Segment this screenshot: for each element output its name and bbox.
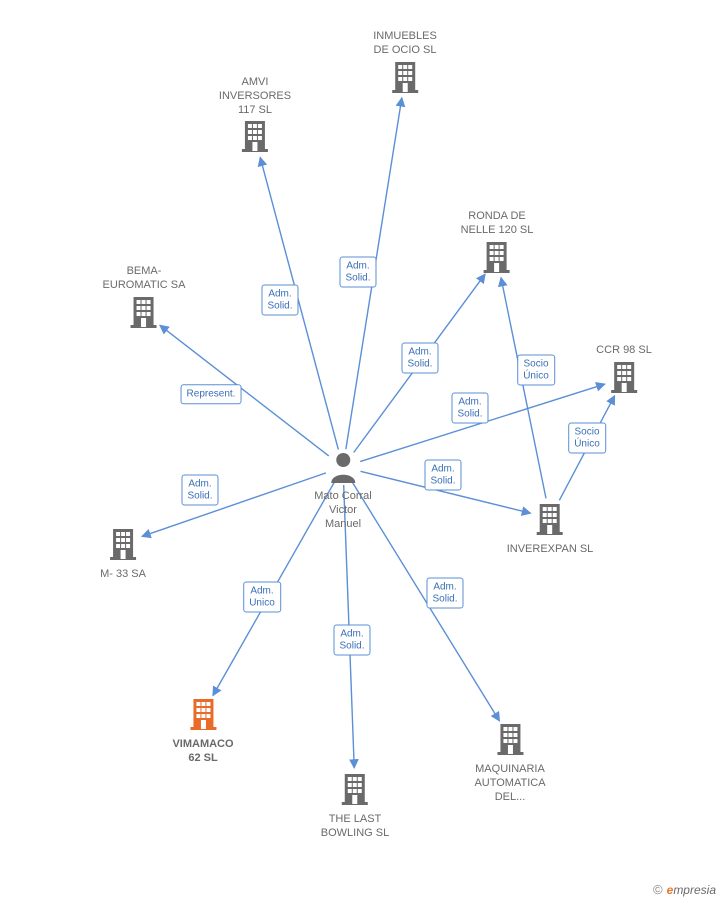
building-icon (105, 525, 141, 561)
node-label: M- 33 SA (100, 568, 146, 582)
edge-label: Adm.Solid. (181, 475, 218, 506)
building-icon (606, 358, 642, 394)
company-node: AMVIINVERSORES117 SL (219, 74, 291, 158)
edge-label: Represent. (181, 384, 242, 404)
node-label: VIMAMACO62 SL (172, 738, 233, 766)
company-node: CCR 98 SL (596, 342, 652, 399)
footer-watermark: © empresia (653, 882, 716, 897)
edge-line (142, 473, 326, 537)
building-icon (126, 293, 162, 329)
edge-label: Adm.Solid. (451, 393, 488, 424)
building-icon (237, 117, 273, 153)
node-label: Mato CorralVictorManuel (314, 490, 371, 531)
building-icon (337, 770, 373, 806)
edge-line (501, 278, 546, 499)
person-icon (328, 451, 358, 483)
company-node: BEMA-EUROMATIC SA (103, 263, 186, 334)
node-label: INVEREXPAN SL (507, 543, 594, 557)
node-label: CCR 98 SL (596, 344, 652, 358)
network-diagram: Mato CorralVictorManuel INMUEBLESDE OCIO … (0, 0, 728, 905)
company-node: M- 33 SA (100, 525, 146, 582)
brand-name: empresia (667, 883, 716, 897)
edge-label: Adm.Solid. (333, 625, 370, 656)
company-node: INVEREXPAN SL (507, 500, 594, 557)
building-icon (387, 58, 423, 94)
company-node: RONDA DENELLE 120 SL (461, 208, 534, 279)
building-icon (479, 238, 515, 274)
center-node: Mato CorralVictorManuel (314, 451, 371, 531)
copyright-symbol: © (653, 882, 663, 897)
node-label: AMVIINVERSORES117 SL (219, 76, 291, 117)
edge-label: Adm.Solid. (261, 285, 298, 316)
edge-label: Adm.Unico (243, 582, 281, 613)
node-label: RONDA DENELLE 120 SL (461, 210, 534, 238)
company-node: MAQUINARIAAUTOMATICADEL... (474, 720, 545, 804)
building-icon (492, 720, 528, 756)
edge-label: Adm.Solid. (426, 578, 463, 609)
company-node: INMUEBLESDE OCIO SL (373, 28, 437, 99)
edge-label: SocioÚnico (568, 423, 606, 454)
company-node: VIMAMACO62 SL (172, 695, 233, 766)
company-node: THE LASTBOWLING SL (321, 770, 389, 841)
node-label: BEMA-EUROMATIC SA (103, 265, 186, 293)
node-label: INMUEBLESDE OCIO SL (373, 30, 437, 58)
edge-label: Adm.Solid. (424, 460, 461, 491)
edge-label: Adm.Solid. (401, 343, 438, 374)
building-icon (532, 500, 568, 536)
edge-label: SocioÚnico (517, 355, 555, 386)
node-label: THE LASTBOWLING SL (321, 813, 389, 841)
edge-label: Adm.Solid. (339, 257, 376, 288)
building-icon (185, 695, 221, 731)
node-label: MAQUINARIAAUTOMATICADEL... (474, 763, 545, 804)
